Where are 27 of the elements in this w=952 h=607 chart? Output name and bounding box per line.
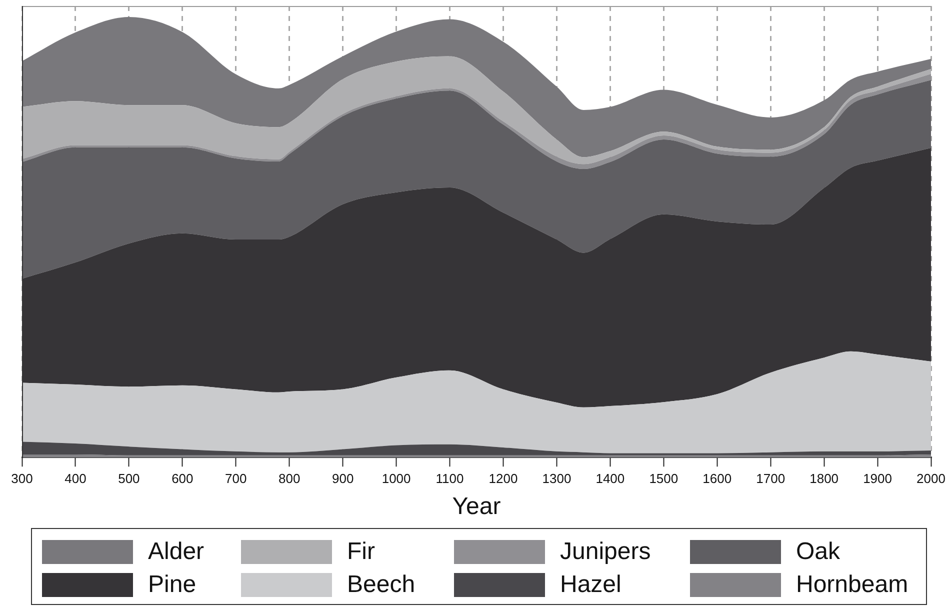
legend-label: Alder <box>148 538 204 565</box>
x-tick-label: 1800 <box>810 470 839 486</box>
x-tick-label: 1900 <box>863 470 892 486</box>
legend-label: Hazel <box>560 571 622 598</box>
legend-label: Hornbeam <box>796 571 908 598</box>
x-tick-label: 300 <box>11 470 33 486</box>
x-tick-label: 600 <box>172 470 194 486</box>
legend-label: Pine <box>148 571 196 598</box>
x-axis-title: Year <box>452 493 501 520</box>
x-tick-label: 900 <box>332 470 354 486</box>
x-tick-label: 2000 <box>916 470 946 486</box>
x-tick-label: 1100 <box>436 470 464 486</box>
x-tick-label: 1600 <box>702 470 732 486</box>
legend-label: Beech <box>347 571 416 598</box>
x-tick-label: 700 <box>225 470 247 486</box>
x-tick-label: 400 <box>64 470 86 486</box>
x-tick-label: 1500 <box>649 470 678 486</box>
x-tick-label: 1300 <box>542 470 572 486</box>
x-tick-label: 1700 <box>756 470 786 486</box>
legend-label: Fir <box>347 538 375 565</box>
x-tick-label: 500 <box>118 470 140 486</box>
x-tick-label: 800 <box>278 470 300 486</box>
x-tick-label: 1000 <box>382 470 411 486</box>
legend-label: Junipers <box>560 538 651 565</box>
x-tick-label: 1200 <box>488 470 518 486</box>
legend-label: Oak <box>796 538 840 565</box>
x-tick-label: 1400 <box>596 470 625 486</box>
